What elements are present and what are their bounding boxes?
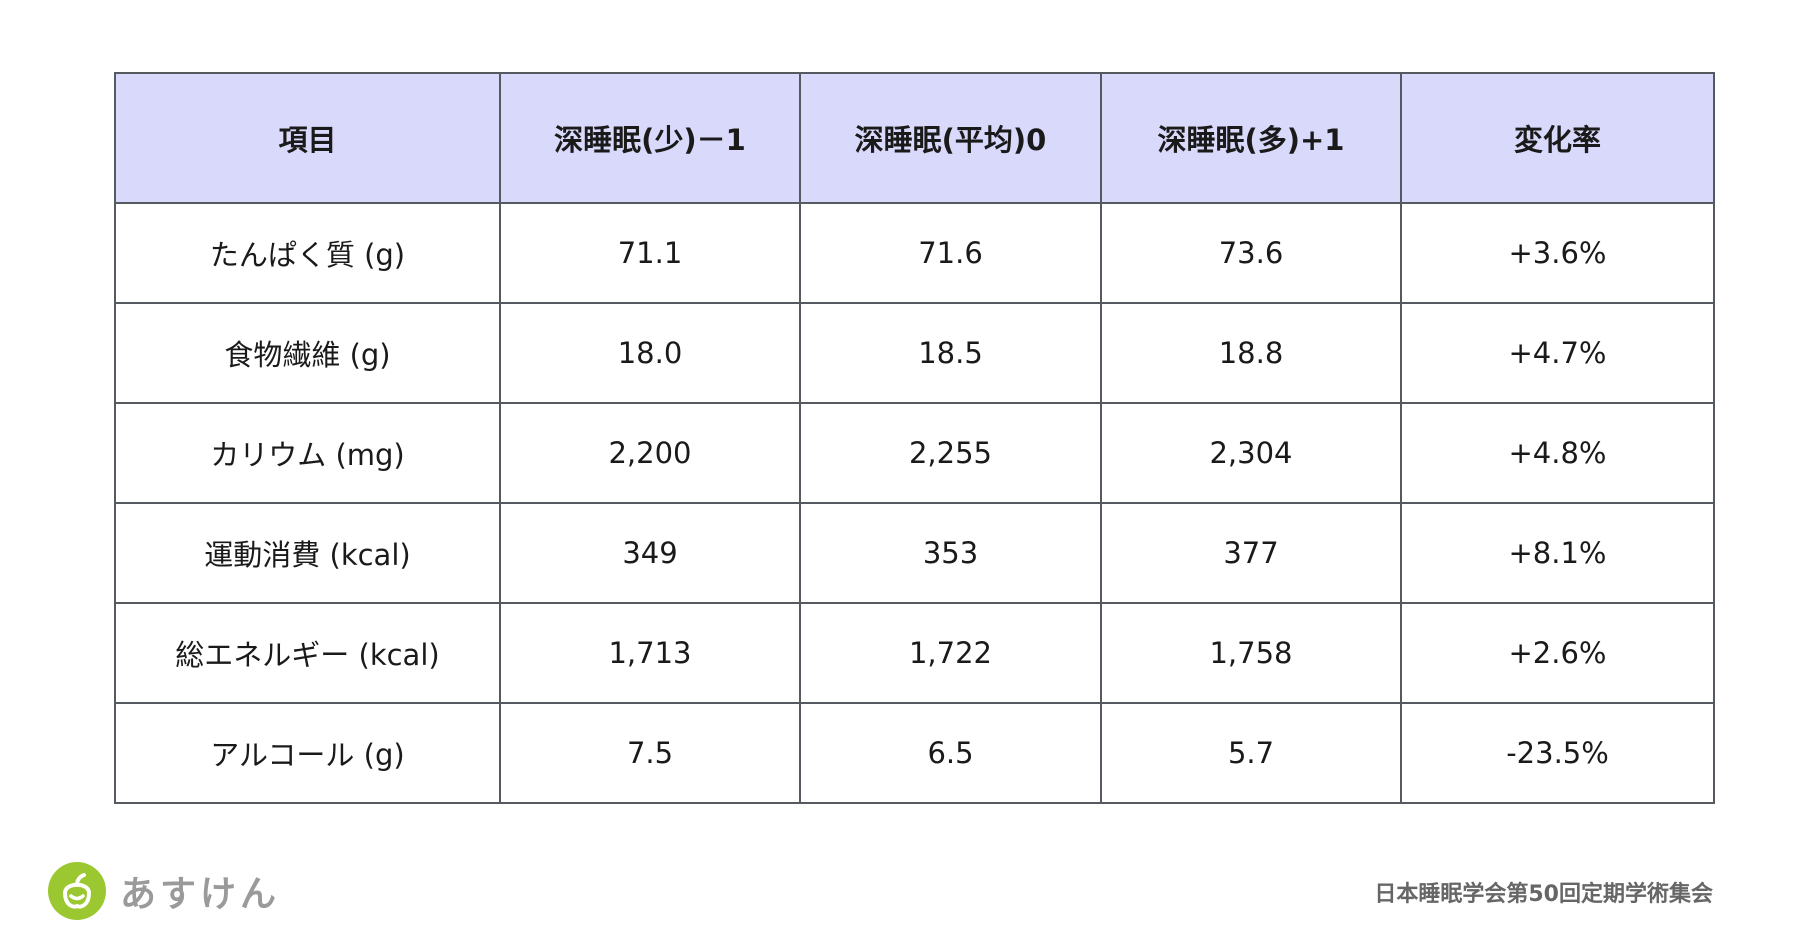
- table-header: 項目 深睡眠(少)－1 深睡眠(平均)0 深睡眠(多)+1 変化率: [114, 72, 1715, 204]
- row-label: 食物繊維 (g): [114, 302, 501, 404]
- table-cell: 6.5: [799, 702, 1102, 804]
- header-cell: 深睡眠(少)－1: [499, 72, 801, 204]
- row-label: 総エネルギー (kcal): [114, 602, 501, 704]
- row-label: カリウム (mg): [114, 402, 501, 504]
- table-cell: -23.5%: [1400, 702, 1715, 804]
- table-cell: +3.6%: [1400, 202, 1715, 304]
- data-table: 項目 深睡眠(少)－1 深睡眠(平均)0 深睡眠(多)+1 変化率 たんぱく質 (g) 7…: [114, 72, 1715, 804]
- brand-name: あすけん: [120, 874, 281, 915]
- table-cell: 18.0: [499, 302, 801, 404]
- table-cell: 71.1: [499, 202, 801, 304]
- table-cell: 349: [499, 502, 801, 604]
- table-body: たんぱく質 (g) 71.1 71.6 73.6 +3.6% 食物繊維 (g) 18.0 18…: [114, 202, 1715, 804]
- table-cell: 18.8: [1100, 302, 1402, 404]
- table-cell: 2,200: [499, 402, 801, 504]
- table-cell: 18.5: [799, 302, 1102, 404]
- table-row: 運動消費 (kcal) 349 353 377 +8.1%: [114, 502, 1715, 604]
- table-row: カリウム (mg) 2,200 2,255 2,304 +4.8%: [114, 402, 1715, 504]
- table-cell: +2.6%: [1400, 602, 1715, 704]
- table-cell: +8.1%: [1400, 502, 1715, 604]
- table-cell: 71.6: [799, 202, 1102, 304]
- table-cell: +4.8%: [1400, 402, 1715, 504]
- table-cell: 7.5: [499, 702, 801, 804]
- header-row: 項目 深睡眠(少)－1 深睡眠(平均)0 深睡眠(多)+1 変化率: [114, 72, 1715, 204]
- brand: あすけん: [48, 862, 280, 920]
- table-cell: 377: [1100, 502, 1402, 604]
- table-cell: 2,304: [1100, 402, 1402, 504]
- table-row: アルコール (g) 7.5 6.5 5.7 -23.5%: [114, 702, 1715, 804]
- table-cell: 1,722: [799, 602, 1102, 704]
- header-cell: 項目: [114, 72, 501, 204]
- table-cell: 2,255: [799, 402, 1102, 504]
- table-cell: 1,713: [499, 602, 801, 704]
- table-row: たんぱく質 (g) 71.1 71.6 73.6 +3.6%: [114, 202, 1715, 304]
- table-row: 総エネルギー (kcal) 1,713 1,722 1,758 +2.6%: [114, 602, 1715, 704]
- header-cell: 深睡眠(平均)0: [799, 72, 1102, 204]
- row-label: アルコール (g): [114, 702, 501, 804]
- table-row: 食物繊維 (g) 18.0 18.5 18.8 +4.7%: [114, 302, 1715, 404]
- table-cell: 1,758: [1100, 602, 1402, 704]
- table-cell: 5.7: [1100, 702, 1402, 804]
- table-cell: +4.7%: [1400, 302, 1715, 404]
- source-note: 日本睡眠学会第50回定期学術集会: [1374, 882, 1713, 907]
- row-label: 運動消費 (kcal): [114, 502, 501, 604]
- header-cell: 変化率: [1400, 72, 1715, 204]
- brand-logo: [48, 862, 106, 920]
- header-cell: 深睡眠(多)+1: [1100, 72, 1402, 204]
- table-cell: 73.6: [1100, 202, 1402, 304]
- table-cell: 353: [799, 502, 1102, 604]
- row-label: たんぱく質 (g): [114, 202, 501, 304]
